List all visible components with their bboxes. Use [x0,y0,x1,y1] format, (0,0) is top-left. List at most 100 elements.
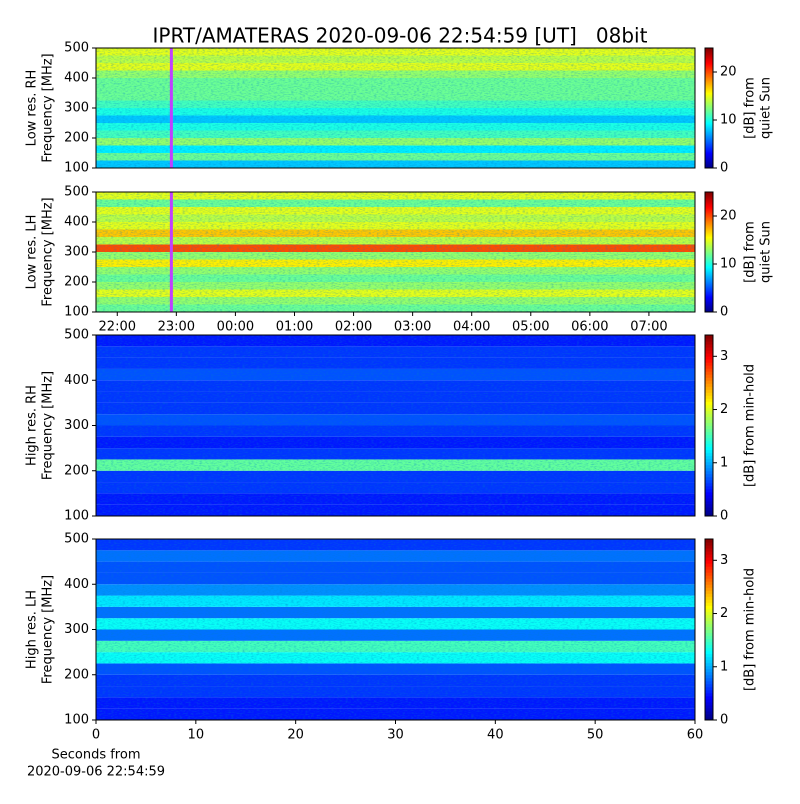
colorbar-swatch [705,74,713,77]
colorbar-swatch [705,70,713,73]
colorbar-swatch [705,52,713,55]
colorbar-swatch [705,365,713,369]
colorbar-swatch [705,130,713,133]
colorbar-swatch [705,596,713,600]
colorbar-swatch [705,200,713,203]
colorbar-swatch [705,560,713,564]
colorbar-swatch [705,116,713,119]
colorbar-swatch [705,341,713,345]
x-tick-label: 40 [487,728,504,743]
colorbar-swatch [705,282,713,285]
x-tick-label: 22:00 [99,320,136,335]
colorbar-swatch [705,716,713,721]
colorbar-swatch [705,56,713,59]
colorbar-swatch [705,154,713,157]
y-tick-label: 300 [64,101,89,116]
colorbar-swatch [705,653,713,658]
y-tick-label: 400 [64,71,89,86]
colorbar-swatch [705,698,713,703]
colorbar-swatch [705,428,713,433]
colorbar-swatch [705,132,713,135]
colorbar-swatch [705,590,713,594]
x-tick-label: 50 [587,728,604,743]
y-tick-label: 200 [64,463,89,478]
x-tick-label: 10 [188,728,205,743]
colorbar-swatch [705,234,713,237]
colorbar-swatch [705,88,713,91]
colorbar-swatch [705,584,713,588]
colorbar-swatch [705,353,713,357]
colorbar-swatch [705,506,713,511]
colorbar-swatch [705,485,713,490]
colorbar-swatch [705,503,713,508]
colorbar-swatch [705,575,713,579]
colorbar-swatch [705,551,713,555]
colorbar-swatch [705,276,713,279]
colorbar-swatch [705,144,713,147]
colorbar-swatch [705,86,713,89]
colorbar-swatch [705,236,713,239]
y-axis-label: Frequency [MHz] [41,575,56,684]
colorbar-swatch [705,272,713,275]
colorbar-swatch [705,665,713,670]
colorbar-swatch [705,218,713,221]
y-axis-label: Frequency [MHz] [41,197,56,306]
colorbar-swatch [705,659,713,664]
colorbar-swatch [705,602,713,606]
colorbar-swatch [705,704,713,709]
colorbar-swatch [705,581,713,585]
texture [96,539,695,720]
colorbar-swatch [705,308,713,311]
colorbar-swatch [705,512,713,517]
colorbar-swatch [705,455,713,460]
texture [96,48,695,168]
colorbar-swatch [705,248,713,251]
plot-area [96,335,695,516]
colorbar-swatch [705,254,713,257]
colorbar-swatch [705,608,713,612]
colorbar-swatch [705,491,713,496]
figure-title: IPRT/AMATERAS 2020-09-06 22:54:59 [UT] 0… [153,24,648,48]
y-tick-label: 200 [64,667,89,682]
colorbar-swatch [705,404,713,408]
colorbar-swatch [705,210,713,213]
colorbar-swatch [705,446,713,451]
colorbar-tick-label: 3 [720,349,728,364]
colorbar-swatch [705,647,713,652]
colorbar-swatch [705,458,713,463]
colorbar-swatch [705,208,713,211]
colorbar-tick-label: 1 [720,659,728,674]
colorbar-swatch [705,620,713,624]
colorbar-swatch [705,413,713,417]
colorbar-swatch [705,434,713,439]
colorbar-swatch [705,240,713,243]
colorbar-swatch [705,662,713,667]
colorbar-swatch [705,196,713,199]
colorbar-swatch [705,58,713,61]
colorbar-swatch [705,84,713,87]
colorbar-tick-label: 20 [720,209,737,224]
colorbar-swatch [705,461,713,466]
colorbar-swatch [705,497,713,502]
texture [96,192,695,312]
y-axis-label: Frequency [MHz] [41,53,56,162]
y-tick-label: 300 [64,245,89,260]
colorbar-label: quiet Sun [759,77,774,139]
colorbar-swatch [705,206,713,209]
colorbar-swatch [705,548,713,552]
colorbar-swatch [705,443,713,448]
colorbar-swatch [705,136,713,139]
y-tick-label: 100 [64,161,89,176]
colorbar-swatch [705,68,713,71]
colorbar-swatch [705,605,713,609]
colorbar-swatch [705,479,713,484]
y-axis-label: Frequency [MHz] [41,371,56,480]
x-tick-label: 30 [387,728,404,743]
colorbar-swatch [705,164,713,167]
colorbar-swatch [705,686,713,691]
colorbar-swatch [705,626,713,630]
colorbar-swatch [705,108,713,111]
colorbar-swatch [705,104,713,107]
colorbar-swatch [705,356,713,360]
